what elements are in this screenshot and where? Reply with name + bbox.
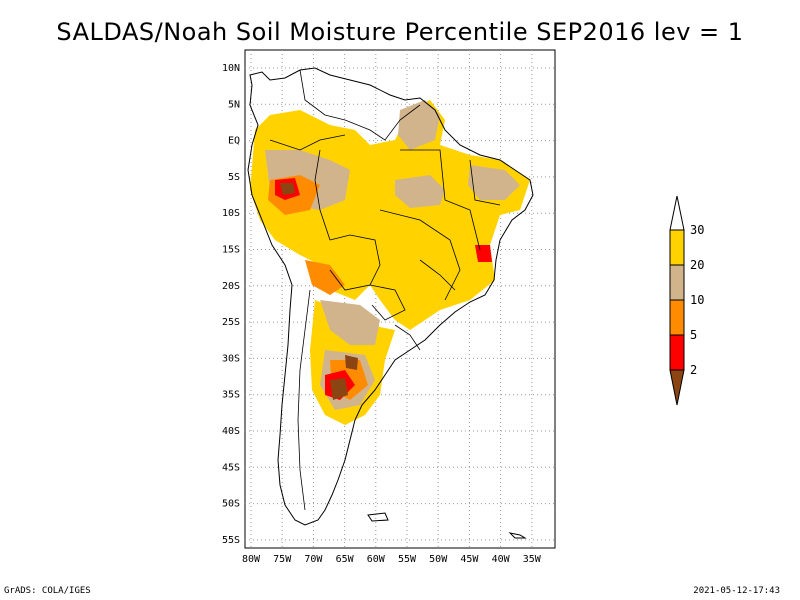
lat-tick-label: 30S [222,353,240,364]
coastline [247,67,534,539]
colorbar-label-5: 5 [690,328,697,342]
longitude-tick-labels: 80W 75W 70W 65W 60W 55W 50W 45W 40W 35W [242,554,542,565]
falkland-islands [508,532,527,539]
lat-tick-label: EQ [228,136,240,147]
country-borders [269,69,501,511]
colorbar-label-2: 2 [690,363,697,377]
lon-tick-label: 50W [429,554,448,565]
shade-below-2-south [345,355,358,370]
lat-tick-label: 15S [222,245,240,256]
lat-tick-label: 10S [222,208,240,219]
shade-10-20-southcentral [320,300,380,345]
brazil-states-3 [469,159,501,206]
lon-tick-label: 75W [273,554,292,565]
border-argentina-uruguay [394,324,421,351]
shading-layer [250,100,530,425]
shade-10-20-northeast [398,100,440,150]
colorbar-label-20: 20 [690,258,704,272]
lon-tick-label: 45W [460,554,479,565]
border-colombia-venezuela [299,69,346,121]
colorbar-label-10: 10 [690,293,704,307]
colorbar: 30 20 10 5 2 [669,195,704,406]
brazil-states-4 [419,259,456,291]
border-brazil-west [344,104,421,141]
tierra-del-fuego [367,512,389,522]
lat-tick-label: 35S [222,390,240,401]
shade-below-2-argentina [330,378,348,400]
lat-tick-label: 55S [222,535,240,546]
border-peru-brazil [314,149,331,241]
shade-2-5-east [475,245,492,262]
colorbar-bottom-triangle [669,369,685,406]
shade-10-20-east [395,175,445,208]
lon-tick-label: 65W [336,554,355,565]
lat-tick-label: 20S [222,281,240,292]
footer-timestamp: 2021-05-12-17:43 [693,586,780,596]
shade-below-2-peru [280,183,295,195]
lon-tick-label: 80W [242,554,261,565]
brazil-states-1 [400,149,481,251]
border-chile-argentina [297,289,311,511]
lat-tick-label: 50S [222,499,240,510]
lon-tick-label: 60W [367,554,386,565]
shade-10-20-northeast-coast [468,165,520,200]
lon-tick-label: 70W [304,554,323,565]
border-paraguay [369,284,406,321]
lat-tick-label: 10N [222,63,240,74]
lon-tick-label: 35W [523,554,542,565]
border-bolivia [329,234,381,291]
latitude-tick-labels: 10N 5N EQ 5S 10S 15S 20S 25S 30S 35S 40S 45S 50S 55S [222,63,240,546]
colorbar-label-30: 30 [690,223,704,237]
colorbar-box-20-30 [669,229,685,266]
lon-tick-label: 40W [492,554,511,565]
footer-credit: GrADS: COLA/IGES [4,586,91,596]
lat-tick-label: 25S [222,317,240,328]
lat-tick-label: 5S [228,172,240,183]
lat-tick-label: 45S [222,462,240,473]
colorbar-box-5-10 [669,299,685,336]
lat-tick-label: 5N [228,99,240,110]
colorbar-box-2-5 [669,334,685,371]
colorbar-top-triangle [669,195,685,231]
lon-tick-label: 55W [398,554,417,565]
border-colombia-peru [269,134,346,151]
colorbar-box-10-20 [669,264,685,301]
map-title: SALDAS/Noah Soil Moisture Percentile SEP… [56,18,744,46]
shade-5-10-bolivia [305,260,345,295]
lat-tick-label: 40S [222,426,240,437]
continent-outline [247,67,534,526]
brazil-states-2 [379,209,461,301]
